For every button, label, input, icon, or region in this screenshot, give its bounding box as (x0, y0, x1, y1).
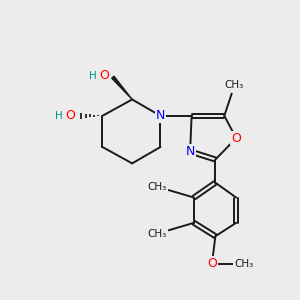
Text: O: O (100, 69, 110, 82)
Text: CH₃: CH₃ (148, 229, 167, 239)
Text: H: H (55, 111, 63, 121)
Text: CH₃: CH₃ (148, 182, 167, 192)
Text: O: O (208, 257, 218, 270)
Polygon shape (112, 76, 132, 100)
Text: N: N (156, 109, 165, 122)
Text: N: N (185, 145, 195, 158)
Text: O: O (65, 109, 75, 122)
Text: CH₃: CH₃ (234, 259, 253, 269)
Text: CH₃: CH₃ (224, 80, 244, 90)
Text: O: O (231, 132, 241, 145)
Text: H: H (89, 71, 97, 81)
